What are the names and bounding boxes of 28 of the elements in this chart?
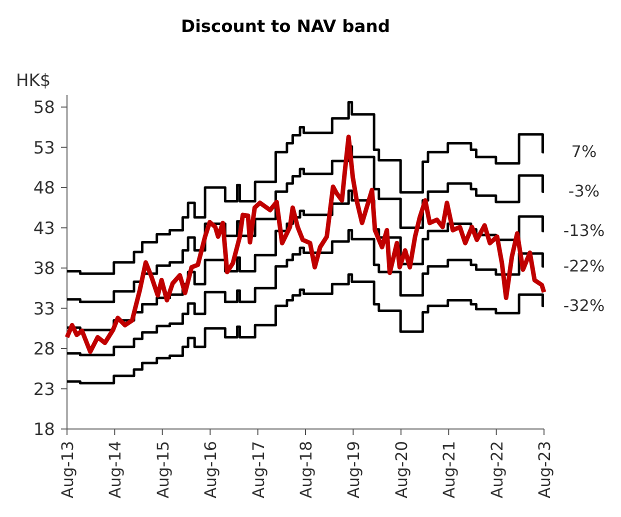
y-tick-label: 43 bbox=[33, 218, 55, 239]
y-tick-label: 18 bbox=[33, 420, 55, 440]
x-tick-label: Aug-18 bbox=[296, 441, 316, 498]
y-tick-label: 33 bbox=[33, 299, 55, 320]
y-tick-label: 53 bbox=[33, 138, 55, 158]
x-tick-label: Aug-21 bbox=[440, 441, 459, 498]
series-label: -13% bbox=[563, 221, 605, 240]
y-tick-label: 28 bbox=[33, 340, 55, 360]
x-tick-label: Aug-23 bbox=[535, 441, 554, 498]
series-label: -32% bbox=[563, 296, 605, 315]
y-axis-title: HK$ bbox=[16, 71, 51, 91]
x-tick-label: Aug-16 bbox=[201, 441, 220, 498]
x-tick-label: Aug-20 bbox=[392, 441, 411, 498]
x-tick-label: Aug-15 bbox=[153, 441, 172, 498]
chart-title: Discount to NAV band bbox=[180, 17, 390, 37]
x-tick-label: Aug-14 bbox=[106, 441, 125, 498]
series-label: -22% bbox=[563, 256, 605, 276]
x-tick-label: Aug-19 bbox=[344, 441, 364, 498]
y-tick-label: 23 bbox=[33, 380, 55, 400]
y-tick-label: 58 bbox=[33, 98, 55, 118]
y-tick-label: 48 bbox=[33, 178, 55, 199]
series-label: -3% bbox=[568, 182, 600, 201]
x-tick-label: Aug-22 bbox=[487, 441, 506, 498]
line-series bbox=[64, 134, 546, 354]
x-tick-label: Aug-17 bbox=[248, 441, 268, 498]
series-label: 7% bbox=[571, 142, 597, 162]
y-tick-label: 38 bbox=[33, 259, 55, 280]
x-tick-label: Aug-13 bbox=[58, 441, 77, 498]
